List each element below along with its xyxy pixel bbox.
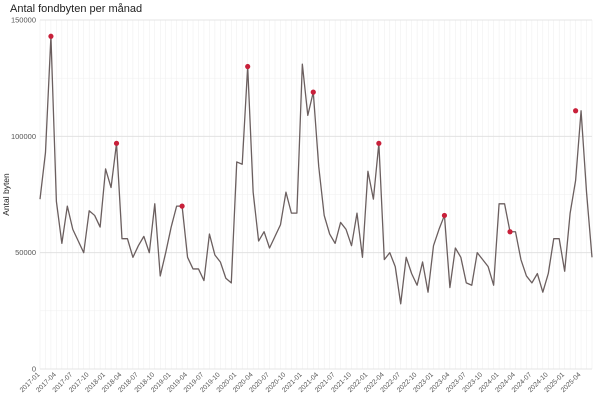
highlight-point [48, 33, 54, 39]
highlight-point [245, 63, 251, 70]
grid-layer [39, 19, 593, 370]
y-tick-label: 150000 [11, 16, 36, 25]
highlight-point [376, 140, 382, 146]
highlight-point [441, 212, 448, 219]
highlight-point [573, 108, 579, 114]
series-line [39, 35, 593, 305]
y-tick-label: 100000 [11, 132, 36, 141]
highlight-point [113, 140, 120, 146]
axis-layer: 0500001000001500002017-012017-042017-072… [1, 16, 583, 395]
y-tick-label: 0 [32, 365, 36, 374]
series-layer [39, 35, 593, 305]
highlight-point [507, 229, 513, 235]
point-layer [48, 33, 579, 235]
chart-title: Antal fondbyten per månad [10, 3, 143, 15]
y-axis-title: Antal byten [1, 173, 11, 216]
y-tick-label: 50000 [15, 248, 36, 257]
highlight-point [179, 203, 185, 209]
highlight-point [310, 89, 316, 95]
